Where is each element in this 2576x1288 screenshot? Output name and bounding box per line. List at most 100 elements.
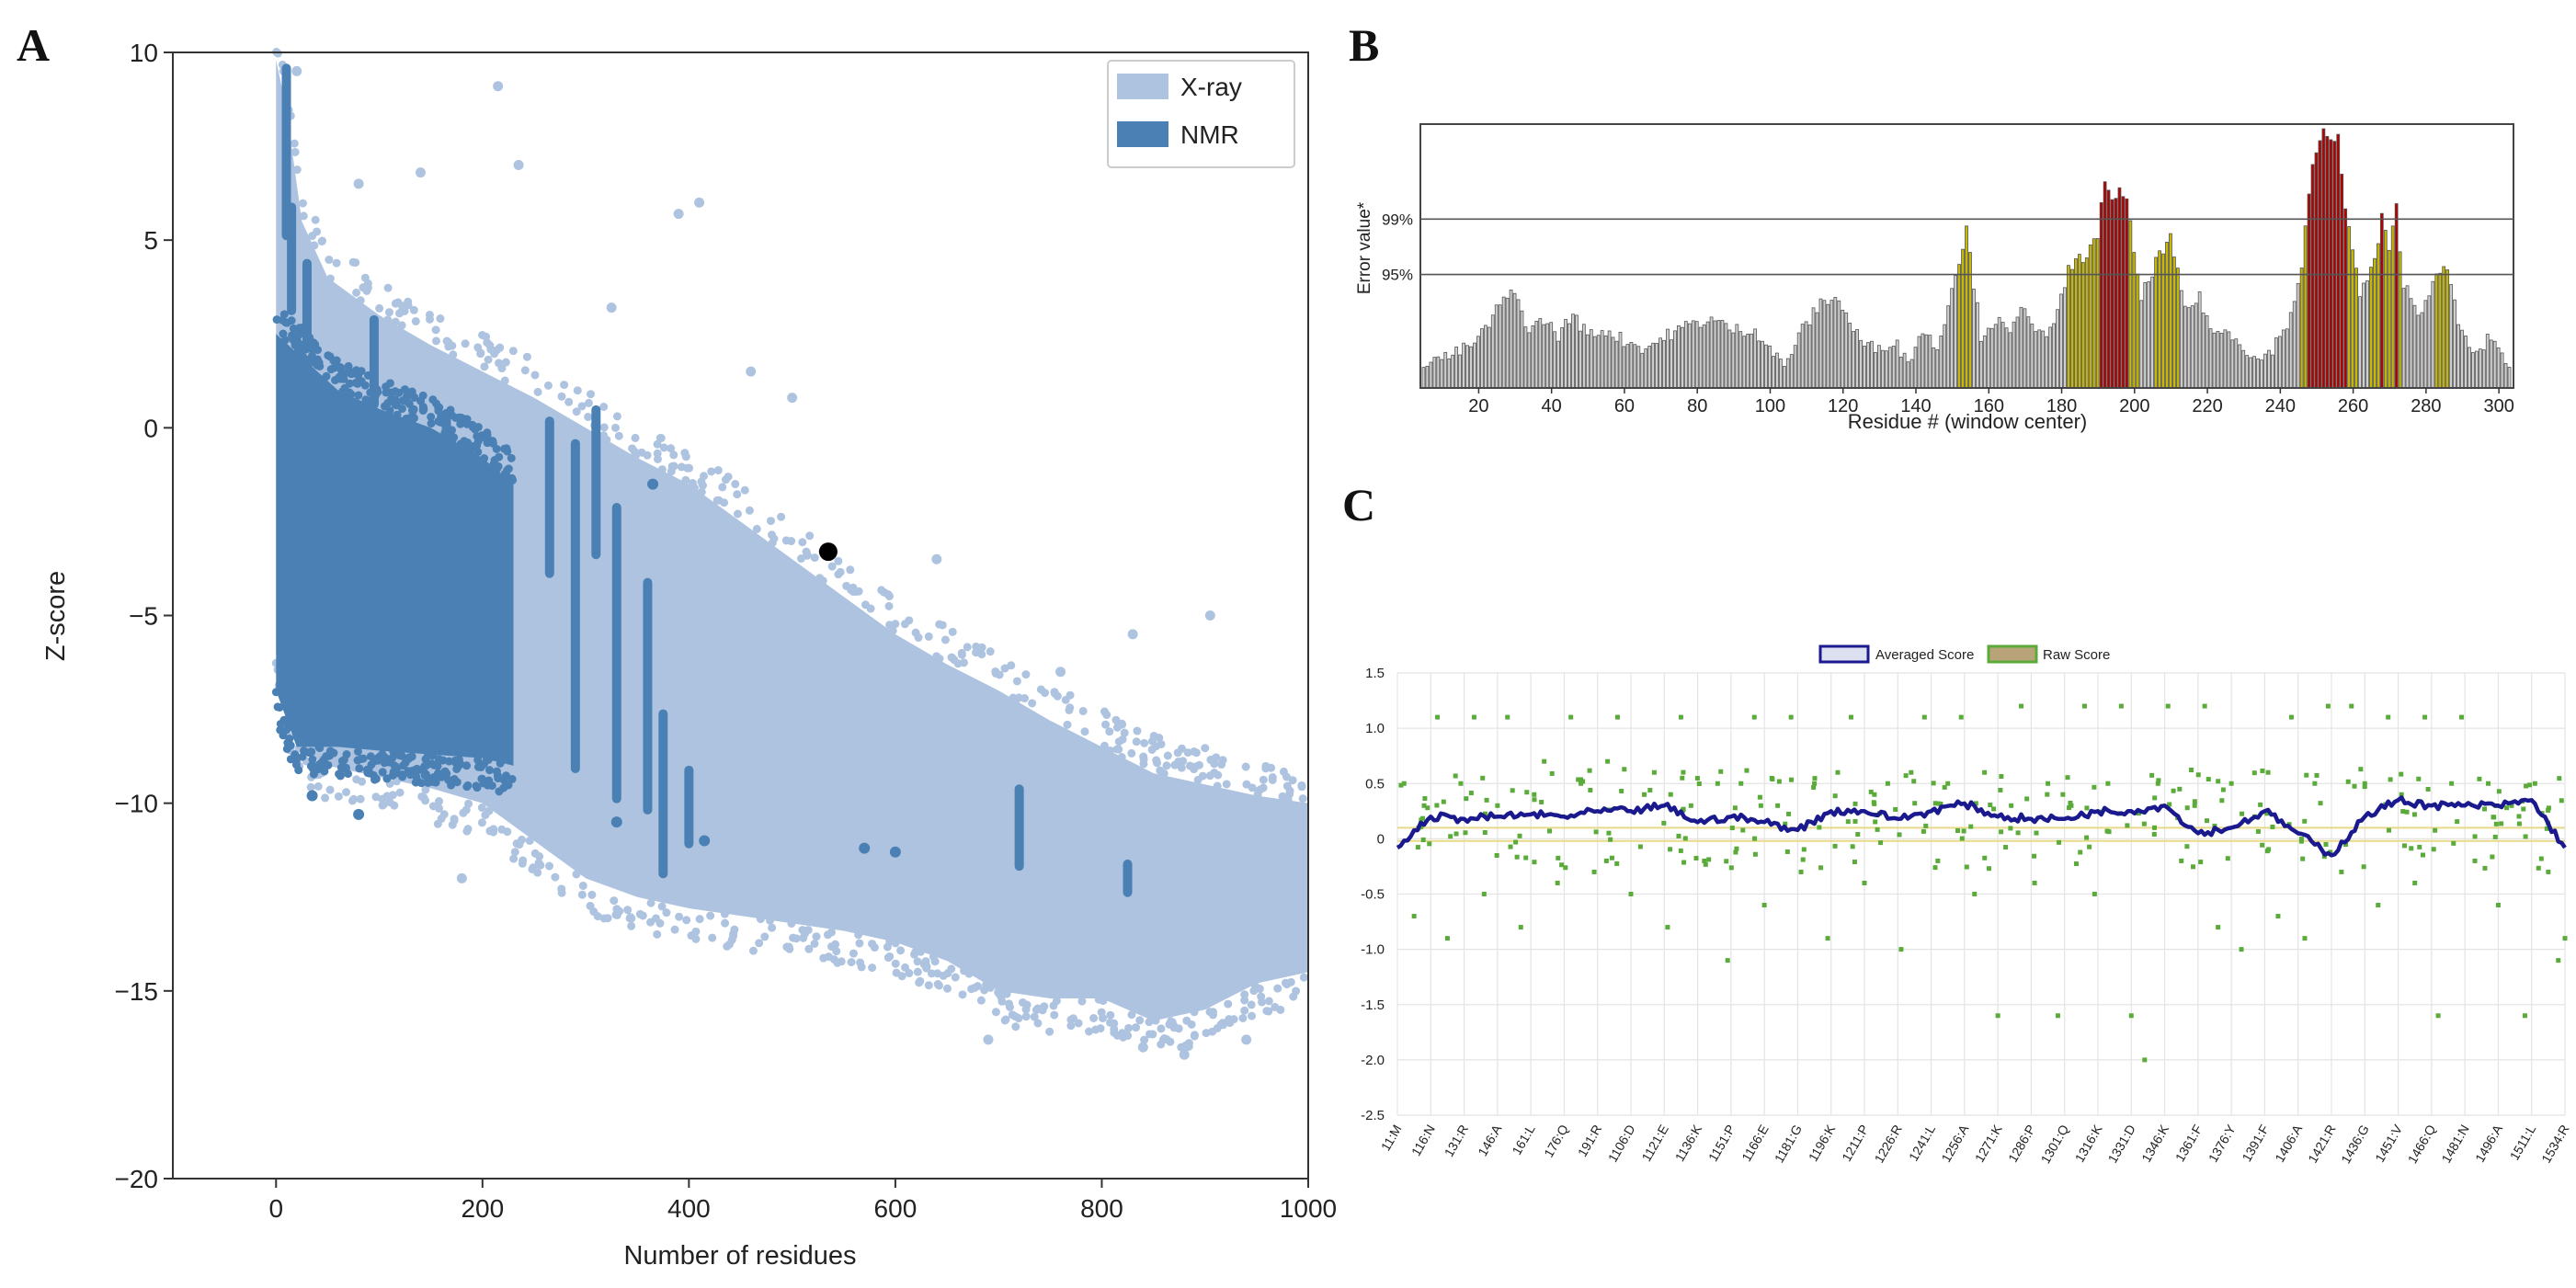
raw-score-point: [2152, 795, 2158, 801]
error-bar: [1943, 324, 1947, 389]
raw-score-point: [2491, 815, 2496, 820]
raw-score-point: [2435, 1013, 2441, 1019]
xray-point: [1132, 1023, 1141, 1032]
xray-point: [834, 556, 843, 565]
error-bar: [2442, 266, 2446, 389]
raw-score-point: [2562, 936, 2568, 941]
xray-point: [1049, 1001, 1058, 1010]
xray-point: [777, 512, 786, 521]
error-bar: [2067, 265, 2070, 389]
nmr-point: [354, 391, 363, 400]
xray-point: [1000, 664, 1009, 673]
error-bar: [1887, 347, 1892, 389]
nmr-point: [447, 781, 456, 790]
x-tick-label: 1286:P: [2005, 1123, 2038, 1165]
nmr-point: [280, 336, 290, 345]
error-bar: [1742, 336, 1747, 389]
error-bar: [1549, 322, 1554, 389]
nmr-point: [440, 769, 450, 778]
xray-point: [810, 940, 819, 949]
xray-point: [1261, 761, 1271, 770]
xray-point: [733, 490, 742, 499]
xray-point: [476, 349, 485, 359]
nmr-point: [427, 412, 436, 421]
error-bar: [2238, 344, 2242, 389]
xray-point: [1045, 1027, 1054, 1036]
error-bar: [1946, 305, 1951, 389]
panel-label-c: C: [1342, 479, 1375, 530]
xray-point: [812, 932, 821, 941]
error-bar: [2358, 296, 2362, 389]
xray-point: [901, 963, 910, 972]
xray-point: [371, 792, 381, 802]
xray-point: [847, 958, 856, 967]
error-bar: [2314, 152, 2319, 389]
nmr-point: [403, 397, 412, 406]
xray-outlier-point: [1137, 1042, 1148, 1053]
nmr-point: [345, 379, 354, 388]
nmr-point: [395, 751, 405, 760]
nmr-point: [369, 770, 378, 780]
nmr-point: [468, 420, 477, 429]
nmr-point: [340, 384, 349, 393]
xray-point: [421, 785, 430, 794]
error-bar: [1487, 326, 1491, 389]
nmr-point: [312, 765, 321, 774]
error-bar: [2376, 243, 2380, 389]
x-tick-label: 1421:R: [2305, 1123, 2338, 1166]
x-tick-label: 1406:A: [2272, 1122, 2305, 1165]
raw-score-point: [2304, 772, 2309, 778]
raw-score-point: [2349, 703, 2354, 709]
error-bar: [2190, 305, 2194, 389]
xray-point: [740, 485, 749, 495]
xray-point: [800, 929, 809, 939]
chart-a-axes: 0 200 400 600 800 1000 −20 −15 −10 −5 0 5 10: [115, 39, 1338, 1223]
xray-point: [1061, 695, 1070, 704]
xray-point: [922, 962, 931, 971]
xray-point: [356, 296, 365, 305]
xray-point: [1041, 689, 1050, 698]
xray-point: [682, 916, 691, 925]
xray-point: [810, 553, 819, 563]
xray-point: [318, 236, 327, 245]
xray-point: [1240, 1006, 1249, 1015]
error-bar: [1596, 335, 1601, 389]
xray-point: [1139, 759, 1148, 769]
raw-score-point: [2314, 772, 2320, 778]
xray-point: [473, 343, 483, 352]
xray-point: [395, 788, 405, 797]
error-bar: [2431, 280, 2435, 389]
error-bar: [1727, 329, 1732, 389]
raw-score-point: [2264, 811, 2270, 816]
xray-point: [510, 848, 519, 857]
raw-score-point: [2325, 703, 2331, 709]
nmr-point: [405, 770, 415, 780]
xray-point: [690, 484, 699, 493]
raw-score-point: [1973, 801, 1978, 806]
error-bar: [2249, 357, 2253, 389]
error-bar: [2230, 339, 2235, 389]
raw-score-point: [1661, 820, 1667, 826]
xray-point: [691, 934, 701, 943]
error-bar: [1677, 325, 1681, 389]
nmr-point: [500, 470, 509, 479]
nmr-point: [336, 363, 346, 372]
x-tick-label: 40: [1542, 396, 1562, 416]
x-tick-label: 11:M: [1378, 1123, 1405, 1154]
xray-point: [1133, 726, 1142, 735]
nmr-outlier-point: [306, 790, 318, 802]
xray-point: [1100, 741, 1109, 750]
x-tick-label: 60: [1614, 396, 1635, 416]
raw-score-point: [2482, 865, 2488, 871]
raw-score-point: [1832, 793, 1838, 799]
xray-point: [508, 347, 518, 356]
x-tick-label: 100: [1755, 396, 1785, 416]
xray-point: [1259, 783, 1268, 792]
xray-point: [986, 647, 995, 656]
nmr-vertical-spike: [369, 314, 379, 409]
raw-score-point: [1734, 846, 1739, 851]
xray-point: [849, 949, 858, 958]
error-bar: [1724, 323, 1728, 389]
raw-score-point: [1832, 843, 1838, 849]
